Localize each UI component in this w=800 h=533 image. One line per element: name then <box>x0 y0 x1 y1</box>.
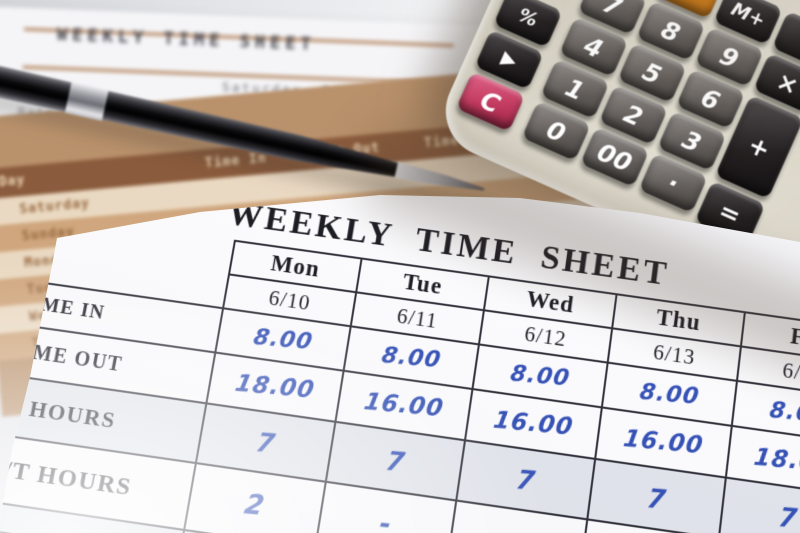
background-sheet-title: WEEKLY TIME SHEET <box>56 24 317 55</box>
day-sheet-header-day: Day <box>0 172 27 191</box>
value-cell: 7 <box>718 477 800 533</box>
timesheet-table: Mon Tue Wed Thu Fri 6/10 6/11 6/12 6/13 … <box>0 210 800 533</box>
